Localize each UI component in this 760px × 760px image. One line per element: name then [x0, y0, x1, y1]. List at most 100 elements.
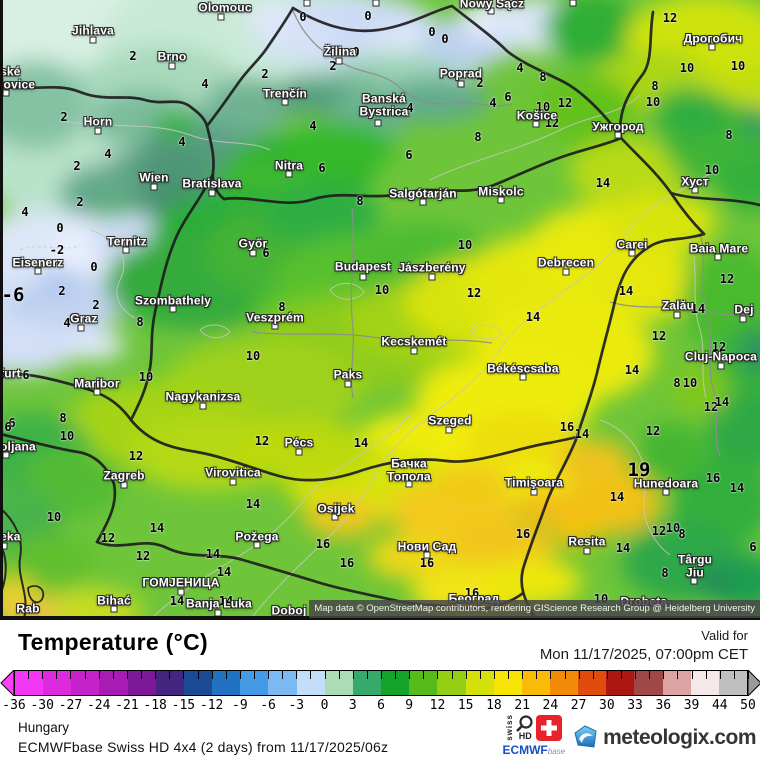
temp-value: 14: [624, 363, 640, 377]
temp-value: 10: [245, 349, 261, 363]
city-label-line: Maribor: [74, 376, 120, 391]
city-label-line: Топола: [387, 469, 431, 483]
temperature-scale: [0, 670, 760, 696]
city-label-line: Debrecen: [537, 255, 595, 270]
city-marker: [94, 127, 102, 135]
scale-color-cell: [634, 671, 663, 695]
city-label: Žilina: [324, 46, 357, 59]
city-marker: [662, 488, 670, 496]
city-label-line: Cluj-Napoca: [684, 349, 758, 364]
city-marker: [457, 80, 465, 88]
temp-value: 14: [690, 302, 706, 316]
city-marker: [217, 13, 225, 21]
city-label: oljana: [0, 441, 36, 454]
temp-value: 2: [129, 49, 137, 63]
city-label: Veszprém: [246, 312, 304, 325]
city-label-line: Budapest: [334, 259, 392, 274]
city-label: Resita: [568, 536, 605, 549]
temperature-color-field: [0, 0, 760, 620]
temp-value: 2: [58, 284, 66, 298]
scale-tick: [14, 671, 15, 679]
temp-value: 10: [59, 429, 75, 443]
temperature-map[interactable]: Jihlava Olomouc Brno Nowy Sącz Žilina Дрогоби…: [0, 0, 760, 620]
scale-tick-label: 27: [570, 698, 587, 713]
temp-value: 8: [673, 376, 681, 390]
temp-value: 12: [254, 434, 270, 448]
city-marker: [614, 131, 622, 139]
temp-value: 6: [262, 246, 270, 260]
city-label-line: ské: [0, 64, 21, 79]
city-label-line: Carei: [616, 237, 648, 252]
scale-tick: [635, 671, 637, 679]
scale-tick: [366, 671, 368, 679]
temp-value: 10: [682, 376, 698, 390]
city-label-line: Szeged: [428, 413, 472, 428]
city-label-line: Resita: [568, 534, 606, 549]
scale-tick-label: 6: [377, 698, 385, 713]
temp-value: 14: [216, 565, 232, 579]
city-label: Maribor: [74, 378, 119, 391]
map-frame-bottom: [0, 616, 760, 620]
temp-value: 12: [719, 272, 735, 286]
city-marker: [34, 267, 42, 275]
city-label: Nitra: [275, 160, 303, 173]
temp-value: 12: [544, 116, 560, 130]
temp-value: 8: [539, 70, 547, 84]
scale-tick-label: 39: [683, 698, 700, 713]
city-label-line: Бачка: [391, 456, 427, 471]
city-label: Trenčín: [263, 88, 307, 101]
swiss-hd-model-logo[interactable]: swiss HD ECMWFbase: [502, 714, 565, 757]
city-label: Wien: [139, 172, 168, 185]
swiss-flag-icon: [536, 714, 563, 741]
scale-tick-label: 18: [486, 698, 502, 713]
temp-value: 4: [21, 205, 29, 219]
scale-right-arrow-icon: [747, 670, 760, 696]
temperature-field-canvas: [0, 0, 760, 620]
magnifier-icon: [516, 715, 533, 732]
city-marker: [714, 253, 722, 261]
temp-value: 10: [457, 238, 473, 252]
scale-tick: [28, 671, 30, 679]
city-label: Paks: [334, 369, 363, 382]
city-marker: [208, 189, 216, 197]
temp-value: 4: [309, 119, 317, 133]
meteologix-logo[interactable]: meteologix.com: [572, 724, 756, 757]
scale-tick-label: -12: [199, 698, 224, 713]
temp-value: 19: [627, 459, 651, 481]
temp-value: 0: [352, 45, 360, 59]
city-label: Osijek: [317, 503, 354, 516]
legend-panel: Temperature (°C) Valid for Mon 11/17/202…: [0, 620, 760, 760]
temp-value: 12: [711, 340, 727, 354]
scale-tick: [183, 671, 185, 679]
ecmwf-label: ECMWF: [502, 743, 548, 757]
scale-tick: [324, 671, 326, 679]
scale-tick: [155, 671, 157, 679]
scale-tick: [381, 671, 382, 679]
temp-value: 12: [645, 424, 661, 438]
scale-tick: [338, 671, 340, 679]
city-label: Carei: [616, 239, 647, 252]
city-label: Bratislava: [182, 178, 241, 191]
temp-value: -2: [49, 243, 65, 257]
temp-value: 0: [299, 10, 307, 24]
scale-tick: [310, 671, 312, 679]
scale-tick: [56, 671, 58, 679]
city-label: Zagreb: [103, 470, 144, 483]
city-label: Szeged: [428, 415, 471, 428]
scale-tick: [578, 671, 580, 679]
temp-value: 14: [615, 541, 631, 555]
scale-tick: [70, 671, 72, 679]
city-marker: [331, 513, 339, 521]
city-marker: [285, 170, 293, 178]
temp-value: 14: [149, 521, 165, 535]
scale-tick: [437, 671, 439, 679]
city-marker: [335, 57, 343, 65]
temp-value: 12: [128, 449, 144, 463]
meteologix-site-label: meteologix.com: [603, 725, 756, 749]
city-label: Győr: [239, 238, 268, 251]
scale-tick: [225, 671, 227, 679]
city-label: Nagykanizsa: [166, 391, 241, 404]
scale-tick-label: 12: [429, 698, 446, 713]
city-label-line: Bihać: [97, 593, 131, 608]
scale-color-cell: [521, 671, 550, 695]
